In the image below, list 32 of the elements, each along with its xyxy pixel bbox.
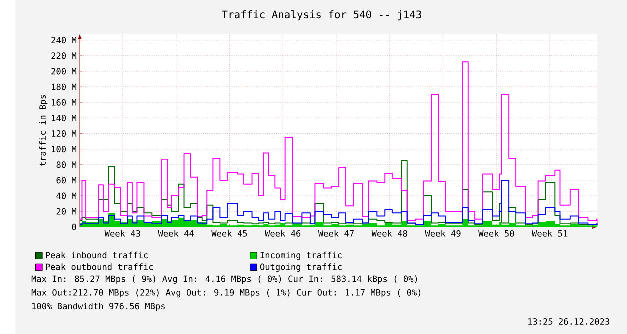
- y-tick-label: 80 M: [56, 161, 77, 168]
- y-tick-label: 220 M: [52, 52, 77, 59]
- y-tick-label: 140 M: [52, 114, 77, 122]
- y-axis-title: traffic in Bps: [39, 95, 48, 166]
- x-tick-label: Week 43: [104, 230, 140, 237]
- y-tick-label: 60 M: [56, 177, 77, 184]
- text: Max In: 85.27 MBps ( 9%) Avg In: 4.16 MBps ( 0%) Cur In: 583.14 kBps ( 0%): [32, 275, 418, 284]
- y-tick-label: 180 M: [52, 84, 77, 90]
- text: 100% Bandwidth 976.56 MBps: [32, 302, 165, 312]
- text: Max Out:212.70 MBps (22%) Avg Out: 9.19 MBps ( 1%) Cur Out: 1.17 MBps ( 0%): [32, 289, 421, 298]
- x-tick-label: Week 48: [372, 230, 408, 237]
- y-tick-label: 0: [72, 224, 76, 230]
- x-tick-label: Week 47: [318, 230, 354, 237]
- y-tick-label: 200 M: [52, 68, 77, 75]
- y-tick-label: 120 M: [52, 130, 77, 137]
- legend-label: Peak outbound traffic: [46, 263, 154, 270]
- x-tick-label: Week 46: [265, 230, 301, 237]
- text: 13:25 26.12.2023: [528, 318, 610, 325]
- y-tick-label: 160 M: [52, 99, 77, 106]
- y-tick-label: 40 M: [56, 192, 77, 200]
- x-tick-label: Week 49: [425, 230, 461, 237]
- legend-label: Peak inbound traffic: [46, 252, 148, 258]
- legend-label: Outgoing traffic: [260, 263, 342, 272]
- y-tick-label: 100 M: [52, 146, 77, 152]
- x-tick-label: Week 51: [532, 230, 568, 237]
- x-tick-label: Week 50: [478, 230, 514, 237]
- y-tick-label: 240 M: [52, 36, 77, 44]
- chart-title: Traffic Analysis for 540 -- j143: [222, 10, 422, 20]
- x-tick-label: Week 44: [158, 230, 194, 237]
- legend-label: Incoming traffic: [260, 252, 342, 260]
- x-tick-label: Week 45: [212, 230, 248, 237]
- y-tick-label: 20 M: [56, 208, 77, 215]
